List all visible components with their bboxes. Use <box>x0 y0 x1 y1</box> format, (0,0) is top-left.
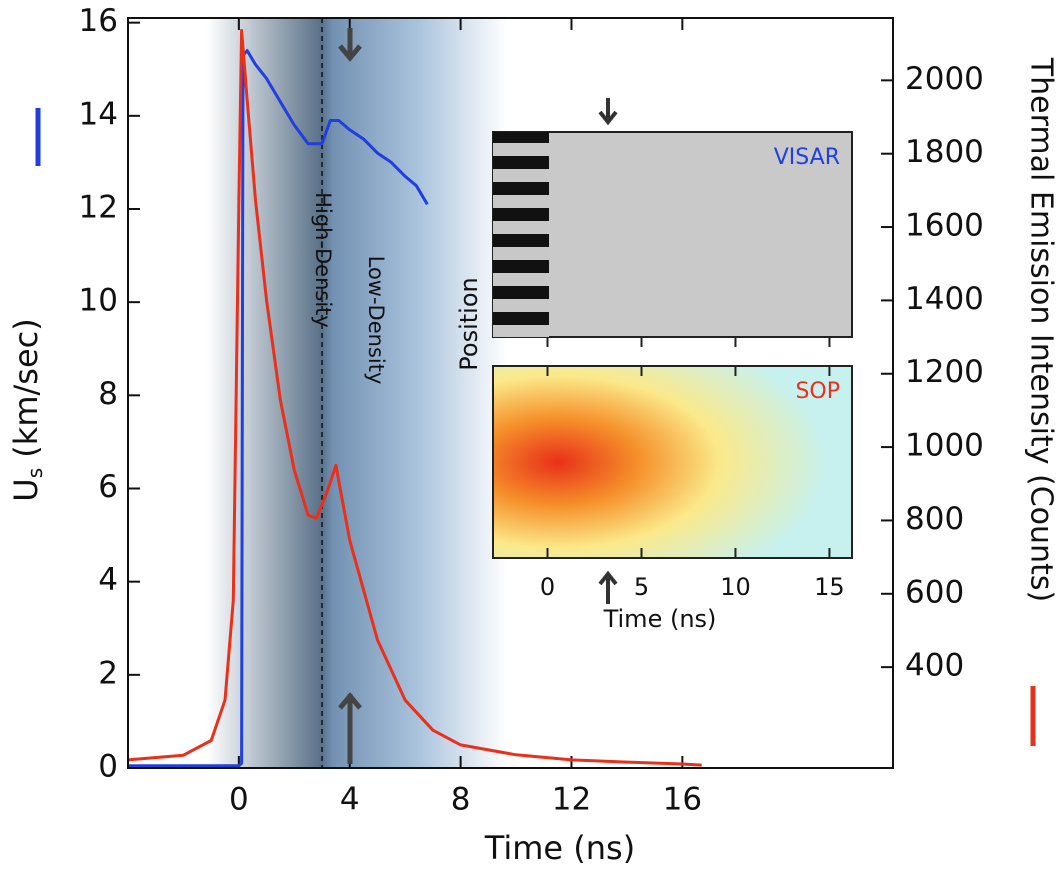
annotation: High-Density <box>311 192 335 328</box>
inset-y-label: Position <box>455 277 483 370</box>
y2-tick-label: 600 <box>905 574 964 610</box>
y-tick-label: 8 <box>98 376 118 412</box>
y-tick-label: 10 <box>79 283 118 319</box>
y-tick-label: 16 <box>79 3 118 39</box>
inset: VISAR SOP Position Time (ns) 0 5 10 15 <box>455 98 853 633</box>
y-tick-label: 0 <box>98 749 118 785</box>
y2-tick-label: 400 <box>905 648 964 684</box>
y2-tick-label: 1800 <box>905 134 984 170</box>
panel-label: VISAR <box>774 145 840 170</box>
arrow <box>598 570 618 604</box>
y2-tick-label: 1200 <box>905 354 984 390</box>
y-axis-label: Us (km/sec) <box>7 318 47 501</box>
arrow <box>338 28 362 62</box>
y2-tick-label: 1000 <box>905 428 984 464</box>
y-tick-label: 14 <box>79 96 118 132</box>
visar-fringes <box>493 132 549 337</box>
density-shading <box>207 18 508 768</box>
sop-image <box>492 365 853 559</box>
series-line <box>127 29 702 767</box>
x-tick-label: 4 <box>340 782 360 818</box>
y-label-part: (km/sec) <box>7 318 45 468</box>
y-tick-label: 12 <box>79 189 118 225</box>
y2-tick-label: 1600 <box>905 208 984 244</box>
annotation: Low-Density <box>364 256 388 385</box>
y-tick-label: 4 <box>98 562 118 598</box>
x-tick-label: 0 <box>229 782 249 818</box>
arrow <box>338 692 362 764</box>
panel-label: SOP <box>795 379 840 404</box>
x-tick-label: 12 <box>552 782 591 818</box>
y-tick-label: 2 <box>98 655 118 691</box>
y-label-sub: s <box>23 468 47 478</box>
inset-x-tick-label: 0 <box>540 573 555 601</box>
y2-tick-label: 2000 <box>905 61 984 97</box>
inset-x-tick-label: 15 <box>814 573 845 601</box>
y2-axis-label: Thermal Emission Intensity (Counts) <box>1024 57 1059 602</box>
y2-tick-label: 800 <box>905 501 964 537</box>
plot-frame <box>127 17 894 769</box>
x-axis-label: Time (ns) <box>484 829 635 867</box>
inset-x-tick-label: 5 <box>634 573 649 601</box>
arrow <box>598 98 618 126</box>
x-tick-label: 8 <box>451 782 471 818</box>
series-line <box>128 49 429 768</box>
y-label-part: U <box>7 478 45 501</box>
inset-x-label: Time (ns) <box>603 605 717 633</box>
y2-tick-label: 1400 <box>905 281 984 317</box>
inset-x-tick-label: 10 <box>720 573 751 601</box>
x-tick-label: 16 <box>663 782 702 818</box>
y-tick-label: 6 <box>98 469 118 505</box>
